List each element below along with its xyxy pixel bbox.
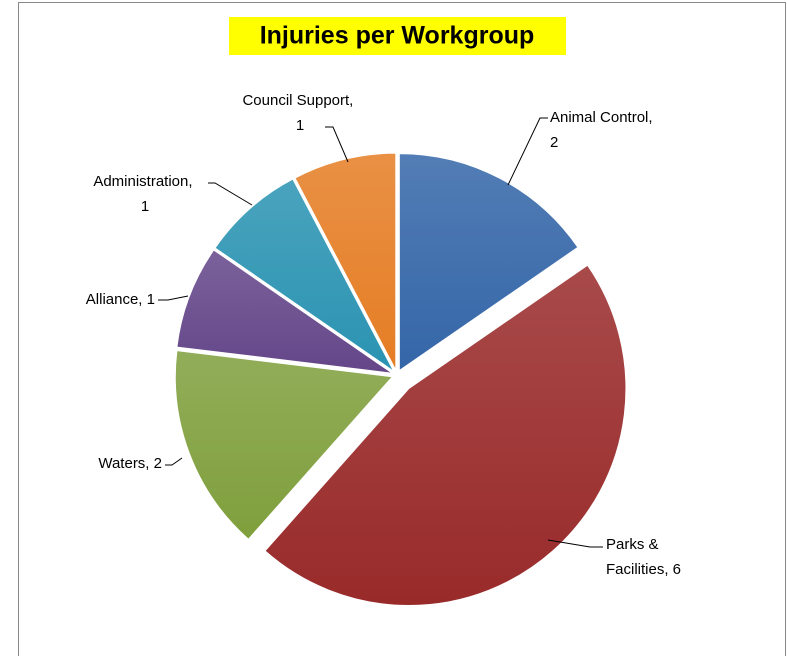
leader-line: [165, 457, 183, 466]
label-line: Parks &: [606, 536, 663, 553]
data-label: Animal Control, 2: [550, 109, 657, 151]
leader-line: [547, 539, 603, 548]
pie-slice: [174, 350, 394, 540]
label-line: Waters, 2: [98, 455, 162, 472]
data-label: Alliance, 1: [86, 291, 155, 308]
chart-title: Injuries per Workgroup: [260, 22, 535, 50]
label-line: 1: [141, 198, 149, 215]
pie-slice: [264, 264, 627, 606]
data-label: Waters, 2: [98, 455, 162, 472]
leader-line: [507, 117, 548, 186]
leader-line: [208, 182, 253, 206]
title-background: [229, 17, 566, 55]
label-line: Administration,: [93, 173, 196, 190]
pie-slice: [398, 153, 579, 372]
label-line: Alliance, 1: [86, 291, 155, 308]
label-line: 1: [296, 117, 304, 134]
data-label: Parks & Facilities, 6: [606, 536, 681, 578]
data-label: Council Support, 1: [242, 92, 357, 134]
label-line: Animal Control,: [550, 109, 657, 126]
label-line: 2: [550, 134, 558, 151]
data-label: Administration, 1: [93, 173, 196, 215]
leader-line: [325, 126, 349, 163]
pie-slice: [176, 249, 393, 374]
label-line: Council Support,: [242, 92, 357, 109]
pie-slice: [214, 178, 395, 372]
pie-slice: [294, 152, 397, 371]
leader-line: [158, 295, 189, 301]
label-line: Facilities, 6: [606, 561, 681, 578]
